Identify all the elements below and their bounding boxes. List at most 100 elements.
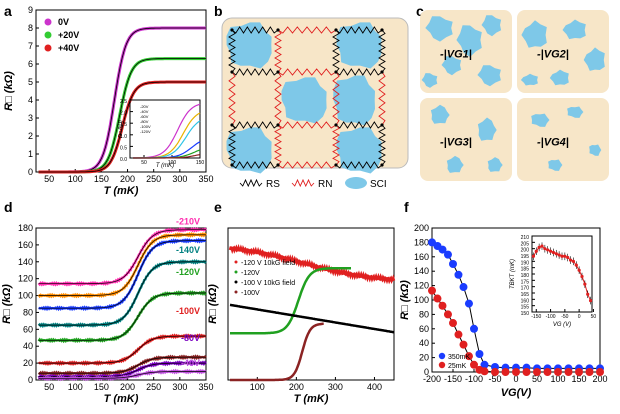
e-xtick-label: 200 <box>289 382 304 392</box>
f-inset-ytick-label: 150 <box>521 311 530 317</box>
f-inset-point <box>537 245 541 249</box>
f-point-25mK <box>438 301 447 310</box>
a-xtick-label: 150 <box>94 174 109 184</box>
f-point-25mK <box>512 368 520 376</box>
f-point-25mK <box>596 368 604 376</box>
f-inset: -150 -100 -50 0 5015015516016517017518018519… <box>510 235 596 328</box>
f-inset-point <box>574 263 578 267</box>
a-ylabel: R□ (kΩ) <box>3 71 15 111</box>
f-inset-ytick-label: 205 <box>521 241 530 247</box>
f-point-25mK <box>443 310 452 319</box>
a-inset-xtick-label: 150 <box>196 160 205 166</box>
f-ytick-label: 200 <box>414 223 429 233</box>
f-inset-ytick-label: 195 <box>521 254 530 260</box>
b-legend-rs: RS <box>266 179 280 190</box>
c-island <box>567 106 584 118</box>
f-inset-point <box>557 253 561 257</box>
d-ylabel: R□ (kΩ) <box>1 284 13 324</box>
b-legend-sci-marker <box>345 177 367 189</box>
f-legend-350mK: 350mK <box>448 354 471 361</box>
b-rn-resistor <box>274 124 282 166</box>
a-ytick-label: 9 <box>28 5 33 15</box>
d-frame <box>35 227 207 381</box>
b-rs-resistor <box>231 26 279 34</box>
b-rs-resistor <box>335 161 383 169</box>
b-rn-resistor <box>228 71 236 126</box>
f-point-350mK <box>454 270 463 279</box>
a-legend-0V: 0V <box>58 17 69 27</box>
d-ytick-label: 120 <box>18 274 33 284</box>
d-annotation: -210V <box>176 216 200 226</box>
a-inset: 50 100 150 0.0 0.5 1.0 1.5 2.0 2.5 T (mK) R□ (kΩ) -… <box>118 99 204 169</box>
f-point-25mK <box>564 368 573 376</box>
b-node <box>230 70 234 74</box>
c-island <box>446 155 464 173</box>
d-xtick-label: 250 <box>146 382 161 392</box>
d-xtick-label: 50 <box>44 382 54 392</box>
d-annotation: -140V <box>176 245 200 255</box>
f-legend-marker <box>438 361 446 369</box>
a-inset-legend: -120V <box>140 129 151 134</box>
e-legend-marker <box>234 270 238 274</box>
panel-label-e: e <box>214 199 222 215</box>
panel-d-chart: 50 100 150 200 250 300 350 0 20 40 60 80 100 120 140 16… <box>1 216 214 405</box>
d-xtick-label: 100 <box>68 382 83 392</box>
d-ytick-label: 20 <box>23 358 33 368</box>
b-node <box>334 163 338 167</box>
b-rs-resistor <box>378 124 386 166</box>
d-fit <box>38 234 206 296</box>
e-xtick-label: 400 <box>367 382 382 392</box>
a-inset-legend: -40V <box>140 109 149 114</box>
f-line-350mK <box>431 241 600 369</box>
c-island <box>477 65 501 87</box>
a-legend-marker <box>44 18 52 26</box>
b-sci-island <box>226 22 272 69</box>
f-point-350mK <box>470 324 478 333</box>
f-inset-ytick-label: 170 <box>521 286 530 292</box>
c-island <box>583 47 605 71</box>
a-xtick-label: 50 <box>44 174 54 184</box>
f-xtick-label: -100 <box>465 374 483 384</box>
f-inset-xtick-label: 50 <box>591 314 597 320</box>
b-node <box>380 28 384 32</box>
c-island <box>456 25 482 57</box>
f-xtick-label: 50 <box>532 374 542 384</box>
f-legend-marker <box>438 352 446 360</box>
e-frame <box>227 227 395 381</box>
e-legend-marker <box>234 280 238 284</box>
b-legend-sci: SCI <box>370 179 387 190</box>
c-island <box>531 113 550 127</box>
f-ytick-label: 20 <box>419 353 429 363</box>
f-point-25mK <box>554 368 562 376</box>
b-sci-island <box>333 75 375 126</box>
f-inset-frame <box>531 235 593 313</box>
c-gate-label: -|VG3| <box>440 137 472 149</box>
d-annotation: -40V <box>181 358 200 368</box>
d-fit <box>38 229 206 285</box>
f-inset-xtick-label: -100 <box>546 314 556 320</box>
a-legend-+20V: +20V <box>58 30 79 40</box>
a-inset-legend: -80V <box>140 119 149 124</box>
f-point-350mK <box>480 360 489 369</box>
panel-label-c: c <box>416 3 424 19</box>
e-legend-item: -100 V 10kG field <box>241 280 295 287</box>
a-xtick-label: 250 <box>146 174 161 184</box>
b-rn-resistor <box>277 161 337 169</box>
d-ytick-label: 180 <box>18 223 33 233</box>
a-inset-ytick-label: 1.5 <box>120 122 127 128</box>
d-ytick-label: 60 <box>23 324 33 334</box>
b-node <box>334 28 338 32</box>
a-ytick-label: 5 <box>28 77 33 87</box>
f-point-25mK <box>585 368 594 376</box>
b-node <box>380 70 384 74</box>
f-inset-point <box>577 268 581 272</box>
f-inset-ytick-label: 185 <box>521 267 530 273</box>
a-xlabel: T (mK) <box>104 185 139 197</box>
f-inset-ytick-label: 180 <box>521 273 530 279</box>
b-rs-resistor <box>231 161 279 169</box>
b-rs-resistor <box>335 68 383 76</box>
b-rs-resistor <box>231 121 279 129</box>
f-inset-ytick-label: 190 <box>521 260 530 266</box>
a-frame <box>35 9 207 173</box>
b-rs-resistor <box>378 29 386 73</box>
